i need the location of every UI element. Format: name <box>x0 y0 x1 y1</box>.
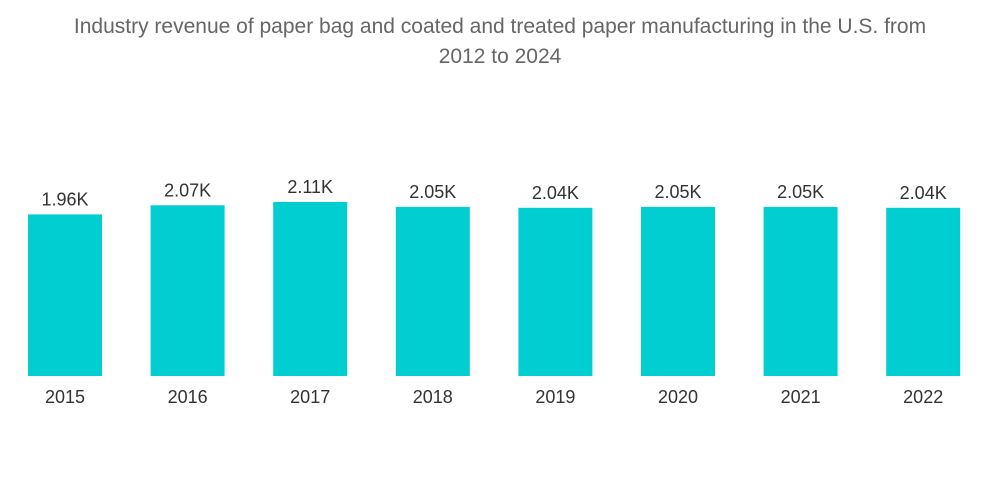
x-tick-label-2015: 2015 <box>45 387 85 407</box>
data-label-2017: 2.11K <box>287 177 333 197</box>
x-tick-label-2022: 2022 <box>903 387 943 407</box>
bar-2020 <box>641 206 715 376</box>
x-tick-label-2017: 2017 <box>290 387 330 407</box>
bar-2022 <box>886 207 961 376</box>
x-tick-label-2021: 2021 <box>781 387 821 407</box>
bar-2016 <box>150 205 225 376</box>
chart-title: Industry revenue of paper bag and coated… <box>0 12 1000 72</box>
x-tick-label-2016: 2016 <box>168 387 208 407</box>
bar-2018 <box>395 206 470 376</box>
x-tick-label-2020: 2020 <box>658 387 698 407</box>
chart-title-line-2: 2012 to 2024 <box>438 45 562 68</box>
chart-title-line-1: Industry revenue of paper bag and coated… <box>73 15 927 38</box>
data-label-2021: 2.05K <box>777 182 824 202</box>
x-tick-label-2018: 2018 <box>413 387 453 407</box>
bar-2017 <box>273 202 348 376</box>
bar-2015 <box>28 214 102 376</box>
data-label-2015: 1.96K <box>41 189 88 209</box>
data-label-2022: 2.04K <box>900 183 947 203</box>
data-label-2016: 2.07K <box>164 180 211 200</box>
bar-2019 <box>518 207 593 376</box>
data-label-2018: 2.05K <box>409 182 456 202</box>
bar-2021 <box>763 206 838 376</box>
data-label-2020: 2.05K <box>654 182 701 202</box>
data-label-2019: 2.04K <box>532 183 579 203</box>
x-tick-label-2019: 2019 <box>535 387 575 407</box>
